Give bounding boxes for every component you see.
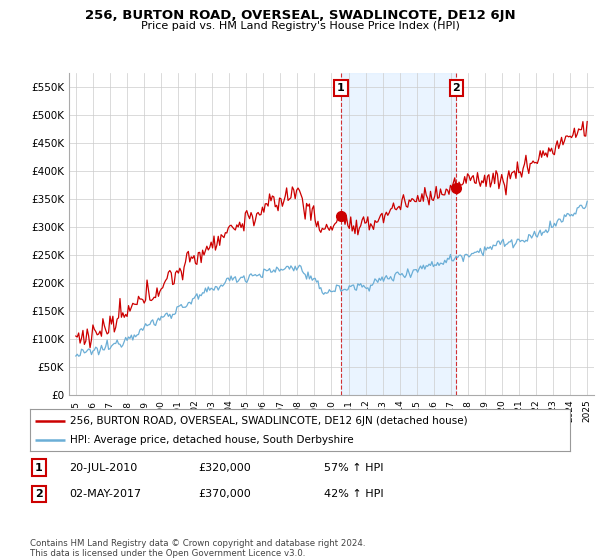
Text: 42% ↑ HPI: 42% ↑ HPI [324,489,383,499]
Text: Contains HM Land Registry data © Crown copyright and database right 2024.
This d: Contains HM Land Registry data © Crown c… [30,539,365,558]
Text: 256, BURTON ROAD, OVERSEAL, SWADLINCOTE, DE12 6JN (detached house): 256, BURTON ROAD, OVERSEAL, SWADLINCOTE,… [71,416,468,426]
Text: Price paid vs. HM Land Registry's House Price Index (HPI): Price paid vs. HM Land Registry's House … [140,21,460,31]
Text: £320,000: £320,000 [198,463,251,473]
Text: 20-JUL-2010: 20-JUL-2010 [69,463,137,473]
Text: £370,000: £370,000 [198,489,251,499]
Bar [341,73,457,395]
Text: 2: 2 [452,83,460,93]
Text: 2: 2 [35,489,43,499]
Text: HPI: Average price, detached house, South Derbyshire: HPI: Average price, detached house, Sout… [71,435,354,445]
Text: 1: 1 [337,83,345,93]
Text: 57% ↑ HPI: 57% ↑ HPI [324,463,383,473]
Text: 02-MAY-2017: 02-MAY-2017 [69,489,141,499]
Text: 1: 1 [35,463,43,473]
Text: 256, BURTON ROAD, OVERSEAL, SWADLINCOTE, DE12 6JN: 256, BURTON ROAD, OVERSEAL, SWADLINCOTE,… [85,9,515,22]
